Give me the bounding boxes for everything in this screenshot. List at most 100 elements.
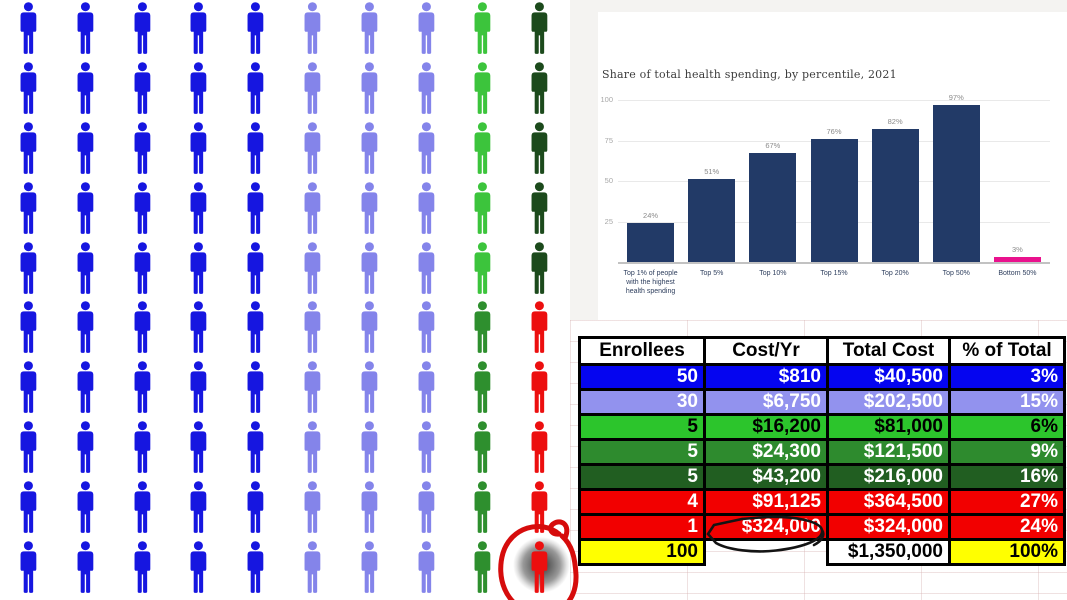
- person-cell: [284, 478, 341, 538]
- person-cell: [284, 120, 341, 180]
- person-icon: [361, 540, 378, 593]
- person-icon: [134, 361, 150, 414]
- person-cell: [341, 0, 398, 60]
- bar: [932, 104, 980, 262]
- person-icon: [474, 241, 491, 294]
- person-cell: [114, 359, 171, 419]
- person-cell: [227, 60, 284, 120]
- person-icon: [190, 540, 207, 593]
- person-icon: [474, 122, 491, 174]
- person-icon: [304, 301, 321, 354]
- person-cell: [114, 0, 171, 60]
- person-cell: [114, 239, 171, 299]
- person-icon: [304, 241, 321, 294]
- table-cell: 9%: [948, 438, 1066, 466]
- person-icon: [531, 241, 548, 294]
- person-icon: [474, 361, 491, 414]
- person-cell: [284, 179, 341, 239]
- person-icon: [190, 2, 207, 55]
- person-icon: [474, 62, 491, 115]
- person-icon: [190, 361, 207, 414]
- person-cell: [170, 120, 227, 180]
- person-icon: [418, 301, 434, 354]
- person-icon: [361, 2, 378, 55]
- person-cell: [227, 179, 284, 239]
- person-cell: [170, 60, 227, 120]
- table-cell: $81,000: [826, 413, 951, 441]
- person-icon: [134, 540, 150, 593]
- person-cell: [170, 0, 227, 60]
- table-cell: 16%: [948, 463, 1066, 491]
- table-cell: 24%: [948, 513, 1066, 541]
- table-cell: $6,750: [703, 388, 829, 416]
- person-icon: [190, 241, 207, 294]
- table-cell: 1: [578, 513, 706, 541]
- person-cell: [57, 239, 114, 299]
- person-icon: [304, 481, 321, 533]
- bar: [993, 257, 1041, 262]
- person-icon: [474, 481, 491, 533]
- person-icon: [418, 2, 434, 55]
- table-cell: $121,500: [826, 438, 951, 466]
- person-icon: [20, 421, 37, 473]
- person-cell: [284, 239, 341, 299]
- person-cell: [284, 419, 341, 479]
- person-icon: [474, 301, 491, 354]
- table-header-cell: Total Cost: [826, 336, 951, 366]
- person-cell: [170, 538, 227, 598]
- table-cell: 15%: [948, 388, 1066, 416]
- person-cell: [170, 239, 227, 299]
- person-cell: [227, 538, 284, 598]
- table-cell: 5: [578, 463, 706, 491]
- person-icon: [531, 62, 548, 115]
- person-cell: [511, 359, 568, 419]
- person-cell: [114, 120, 171, 180]
- person-cell: [114, 60, 171, 120]
- person-icon: [247, 301, 264, 354]
- axis-baseline: [618, 262, 1050, 264]
- person-cell: [341, 359, 398, 419]
- table-cell: $324,000: [826, 513, 951, 541]
- person-icon: [418, 122, 434, 174]
- person-cell: [57, 120, 114, 180]
- person-icon: [247, 481, 264, 533]
- person-cell: [511, 60, 568, 120]
- person-cell: [57, 0, 114, 60]
- bar: [688, 179, 736, 262]
- person-cell: [57, 299, 114, 359]
- person-cell: [170, 299, 227, 359]
- person-cell: [454, 60, 511, 120]
- person-cell: [0, 478, 57, 538]
- x-axis-label: Top 10%: [759, 270, 787, 277]
- x-axis-label: Top 15%: [820, 270, 848, 277]
- person-icon: [20, 241, 37, 294]
- person-cell: [227, 120, 284, 180]
- person-icon: [361, 421, 378, 473]
- person-cell: [341, 60, 398, 120]
- person-icon: [134, 62, 150, 115]
- person-icon: [474, 182, 491, 234]
- person-cell: [114, 538, 171, 598]
- person-cell: [57, 538, 114, 598]
- x-axis-label: Top 50%: [942, 270, 970, 277]
- person-icon: [20, 182, 37, 234]
- person-icon: [190, 182, 207, 234]
- person-icon: [418, 241, 434, 294]
- person-icon: [418, 481, 434, 533]
- person-cell: [57, 419, 114, 479]
- person-cell: [284, 60, 341, 120]
- person-icon: [20, 122, 37, 174]
- chart-panel: Share of total health spending, by perce…: [598, 12, 1067, 320]
- person-cell: [227, 419, 284, 479]
- person-cell: [0, 299, 57, 359]
- person-icon: [531, 122, 548, 174]
- person-cell: [284, 299, 341, 359]
- pictograph-grid: [0, 0, 579, 600]
- y-tick-label: 75: [604, 135, 613, 145]
- person-icon: [418, 361, 434, 414]
- bar-value-label: 67%: [765, 141, 781, 151]
- person-icon: [190, 481, 207, 533]
- person-icon: [77, 241, 94, 294]
- table-cell: $216,000: [826, 463, 951, 491]
